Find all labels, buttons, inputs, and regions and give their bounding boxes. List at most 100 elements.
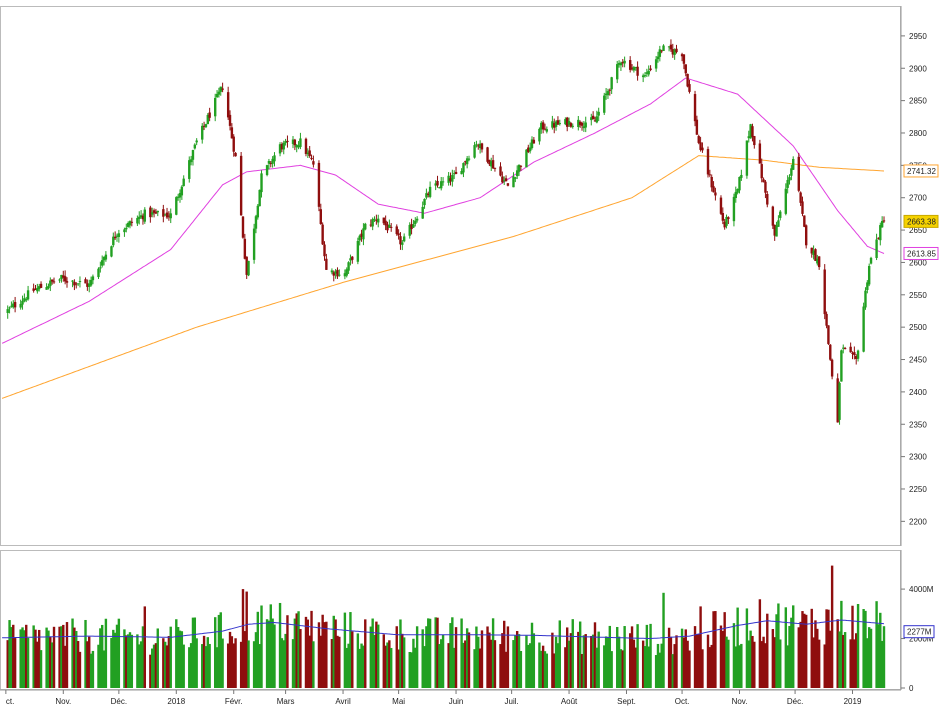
volume-bar <box>554 636 558 688</box>
candle-body <box>295 144 298 148</box>
volume-bar <box>297 611 300 688</box>
volume-bar <box>695 633 699 688</box>
candle-body <box>478 143 482 149</box>
candle-body <box>390 226 393 228</box>
price-y-axis: 2950290028502800275027002650260025502500… <box>901 32 927 526</box>
candle-body <box>23 298 26 302</box>
candle-body <box>291 139 295 144</box>
volume-bar <box>779 639 782 688</box>
volume-bar <box>401 633 404 688</box>
candle-body <box>721 213 725 221</box>
candle-body <box>490 161 493 167</box>
volume-bar <box>201 644 204 688</box>
volume-bar <box>855 633 858 688</box>
candle-body <box>843 348 847 350</box>
volume-bar <box>551 632 554 688</box>
candle-body <box>26 290 30 300</box>
candle-body <box>84 279 87 284</box>
volume-bar <box>254 632 258 688</box>
candle-body <box>297 145 300 148</box>
volume-bar <box>673 644 676 688</box>
volume-bar <box>388 640 391 688</box>
candle-body <box>421 206 424 219</box>
volume-bar <box>751 635 754 688</box>
volume-bar <box>632 639 636 688</box>
candle-body <box>473 145 476 158</box>
candle-body <box>62 275 65 278</box>
volume-bar <box>604 636 608 688</box>
candle-body <box>88 283 91 287</box>
candle-body <box>282 142 285 150</box>
x-axis: ct. Nov. Déc. 2018 Févr. Mars Avril Mai Juin Juil… <box>5 690 862 706</box>
candle-body <box>143 209 146 222</box>
candle-body <box>751 126 754 137</box>
volume-bar <box>699 606 702 688</box>
candle-body <box>514 177 517 179</box>
candle-body <box>75 283 78 285</box>
candle-body <box>415 218 419 221</box>
candle-body <box>764 181 767 193</box>
candle-body <box>465 158 469 165</box>
volume-bar <box>100 624 104 688</box>
candle-body <box>595 116 599 123</box>
candle-body <box>554 121 558 127</box>
candle-body <box>221 88 224 90</box>
volume-bar <box>295 613 298 688</box>
volume-bar <box>34 629 37 688</box>
volume-bar <box>351 631 354 688</box>
candle-body <box>13 302 17 308</box>
volume-average-layer <box>2 619 885 639</box>
candle-body <box>686 73 689 87</box>
volume-bar <box>838 631 841 688</box>
volume-bar <box>319 635 322 688</box>
volume-bar <box>386 642 389 688</box>
volume-bar <box>567 640 571 688</box>
candle-body <box>849 346 852 353</box>
candle-body <box>493 167 497 169</box>
candle-body <box>452 173 456 175</box>
candle-body <box>701 147 704 151</box>
volume-bar <box>349 612 352 688</box>
candle-body <box>49 280 52 287</box>
volume-bar <box>102 650 106 688</box>
volume-bar <box>299 628 302 688</box>
candle-body <box>749 124 752 139</box>
sma-short-value-label-box <box>903 246 939 260</box>
candle-body <box>330 270 334 273</box>
candle-body <box>345 269 348 276</box>
candle-body <box>532 139 536 144</box>
candle-body <box>384 220 387 226</box>
volume-bar <box>723 612 726 688</box>
candle-body <box>414 220 417 224</box>
candle-body <box>45 287 48 290</box>
candle-body <box>790 168 793 176</box>
volume-bar <box>732 623 736 688</box>
volume-bar <box>488 632 491 688</box>
volume-bar <box>734 646 737 688</box>
candle-body <box>8 307 11 309</box>
candle-body <box>866 282 869 290</box>
candle-body <box>829 344 832 360</box>
volume-bar <box>656 643 660 688</box>
volume-bar <box>269 604 272 688</box>
candle-body <box>113 236 117 239</box>
candle-body <box>503 180 506 182</box>
candle-body <box>506 183 510 186</box>
candle-body <box>47 285 50 289</box>
candle-body <box>449 178 452 182</box>
sma-short-line <box>1 77 885 344</box>
volume-bar <box>645 624 649 688</box>
candle-body <box>202 125 206 127</box>
candle-body <box>734 191 737 199</box>
volume-bar <box>473 649 476 688</box>
volume-bar <box>814 620 817 688</box>
candle-body <box>551 121 554 128</box>
volume-bar <box>803 613 806 688</box>
volume-bar <box>267 620 271 688</box>
volume-bar <box>595 647 599 688</box>
candle-body <box>616 64 619 80</box>
volume-bar <box>825 609 828 688</box>
volume-bar <box>175 619 178 688</box>
volume-bar <box>630 626 634 688</box>
